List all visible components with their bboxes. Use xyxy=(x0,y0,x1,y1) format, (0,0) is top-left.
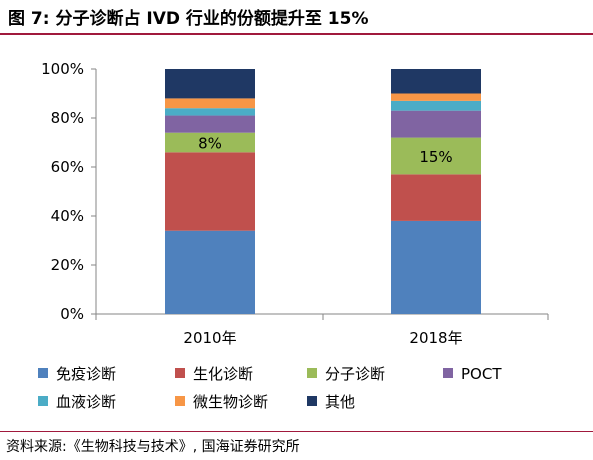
x-tick-label: 2018年 xyxy=(409,329,462,347)
bar-segment xyxy=(391,93,481,101)
data-label: 15% xyxy=(419,148,452,166)
bar-segment xyxy=(165,152,255,231)
legend-label: 生化诊断 xyxy=(193,365,253,383)
y-tick-label: 0% xyxy=(60,305,84,323)
legend-label: 血液诊断 xyxy=(56,393,116,411)
stacked-bar-chart: 0% 20% 40% 60% 80% 100% 2010年 2018年 8% 15% 免疫诊断 生化诊… xyxy=(38,60,549,411)
legend-swatch xyxy=(38,396,48,406)
bar-segment xyxy=(165,115,255,133)
y-tick-label: 60% xyxy=(51,158,84,176)
legend-swatch xyxy=(443,368,453,378)
bar-segment xyxy=(391,220,481,314)
data-label: 8% xyxy=(198,135,222,153)
bar-segment xyxy=(165,69,255,99)
bar-segment xyxy=(165,108,255,116)
legend-swatch xyxy=(175,368,185,378)
legend-label: 分子诊断 xyxy=(325,365,385,383)
bar-segment xyxy=(165,98,255,109)
bar-segment xyxy=(391,137,481,175)
source-rule xyxy=(0,431,593,432)
x-tick-label: 2010年 xyxy=(183,329,236,347)
source-note: 资料来源:《生物科技与技术》, 国海证券研究所 xyxy=(6,439,300,455)
title-rule xyxy=(0,33,593,35)
legend-swatch xyxy=(307,396,317,406)
y-tick-label: 40% xyxy=(51,207,84,225)
y-tick-label: 20% xyxy=(51,256,84,274)
y-tick-label: 80% xyxy=(51,109,84,127)
bar-segment xyxy=(391,174,481,221)
bar-segment xyxy=(165,132,255,153)
legend-label: 其他 xyxy=(325,393,355,411)
bar-segment xyxy=(165,230,255,314)
y-tick-label: 100% xyxy=(41,60,84,78)
bar-segment xyxy=(391,100,481,111)
legend-swatch xyxy=(307,368,317,378)
legend-label: POCT xyxy=(461,365,502,383)
legend-label: 微生物诊断 xyxy=(193,393,268,411)
bar-segment xyxy=(391,69,481,94)
chart-title: 图 7: 分子诊断占 IVD 行业的份额提升至 15% xyxy=(8,9,369,29)
legend-label: 免疫诊断 xyxy=(56,365,116,383)
bar-segment xyxy=(391,110,481,138)
legend-swatch xyxy=(175,396,185,406)
legend-swatch xyxy=(38,368,48,378)
